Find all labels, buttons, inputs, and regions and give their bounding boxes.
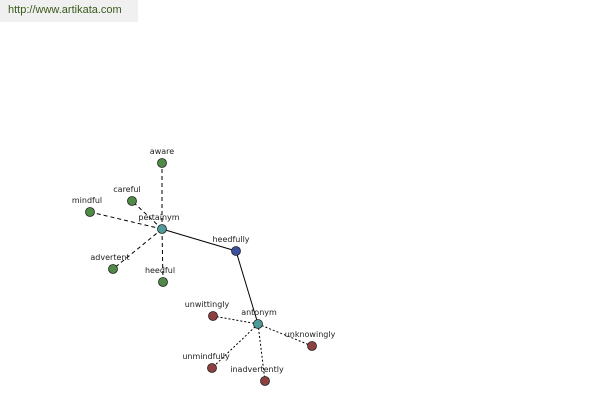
edge-antonym-unwittingly xyxy=(212,315,259,325)
word-node-unmindfully[interactable]: unmindfully xyxy=(182,352,230,373)
word-node-inadvertently-dot[interactable] xyxy=(260,376,270,386)
word-node-advertent-label: advertent xyxy=(90,253,129,262)
word-node-careful-label: careful xyxy=(113,185,140,194)
word-node-advertent[interactable]: advertent xyxy=(90,253,130,274)
word-node-heedful[interactable]: heedful xyxy=(145,266,175,287)
word-node-aware[interactable]: aware xyxy=(150,147,174,168)
word-node-unwittingly-dot[interactable] xyxy=(208,311,218,321)
word-node-heedful-dot[interactable] xyxy=(158,277,168,287)
word-node-unmindfully-label: unmindfully xyxy=(182,352,230,361)
relation-node-antonym[interactable]: antonym xyxy=(241,308,277,329)
word-node-careful-dot[interactable] xyxy=(127,196,137,206)
word-node-unknowingly[interactable]: unknowingly xyxy=(285,330,336,351)
center-node-dot[interactable] xyxy=(231,246,241,256)
word-node-heedful-label: heedful xyxy=(145,266,175,275)
relation-node-antonym-dot[interactable] xyxy=(253,319,263,329)
word-node-unknowingly-dot[interactable] xyxy=(307,341,317,351)
relation-node-pertainym-dot[interactable] xyxy=(157,224,167,234)
word-node-aware-label: aware xyxy=(150,147,174,156)
center-node-label: heedfully xyxy=(212,235,249,244)
center-node[interactable]: heedfully xyxy=(212,235,250,256)
edge-antonym-inadvertently xyxy=(257,323,266,382)
edge-antonym xyxy=(235,250,259,325)
edge-pertainym-advertent xyxy=(112,228,163,270)
edge-pertainym-heedful xyxy=(161,228,164,283)
edge-antonym-unmindfully xyxy=(211,323,259,369)
graph-nodes: aware careful mindful advertent heedful perta… xyxy=(72,147,336,386)
edge-pertainym-mindful xyxy=(89,211,163,230)
word-node-unmindfully-dot[interactable] xyxy=(207,363,217,373)
relation-node-pertainym[interactable]: pertainym xyxy=(138,213,180,234)
url-bar: http://www.artikata.com xyxy=(0,0,138,22)
graph-edges xyxy=(89,163,313,382)
relation-node-pertainym-label: pertainym xyxy=(138,213,179,222)
site-url[interactable]: http://www.artikata.com xyxy=(8,4,122,16)
word-node-aware-dot[interactable] xyxy=(157,158,167,168)
word-node-careful[interactable]: careful xyxy=(113,185,141,206)
word-node-advertent-dot[interactable] xyxy=(108,264,118,274)
word-node-unwittingly[interactable]: unwittingly xyxy=(185,300,230,321)
word-node-mindful-label: mindful xyxy=(72,196,102,205)
edge-antonym-unknowingly xyxy=(257,323,313,347)
word-node-mindful[interactable]: mindful xyxy=(72,196,102,217)
word-node-unknowingly-label: unknowingly xyxy=(285,330,336,339)
edge-pertainym xyxy=(161,228,237,252)
word-node-inadvertently-label: inadvertently xyxy=(230,365,284,374)
word-node-mindful-dot[interactable] xyxy=(85,207,95,217)
relation-node-antonym-label: antonym xyxy=(241,308,277,317)
word-node-inadvertently[interactable]: inadvertently xyxy=(230,365,284,386)
word-node-unwittingly-label: unwittingly xyxy=(185,300,230,309)
